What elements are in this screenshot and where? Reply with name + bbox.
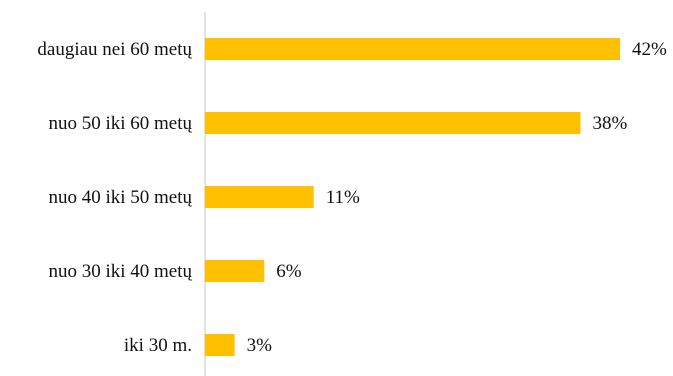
bar-1 (205, 112, 581, 134)
data-label-3: 6% (276, 261, 302, 282)
category-label-1: nuo 50 iki 60 metų (48, 113, 192, 134)
category-label-0: daugiau nei 60 metų (37, 39, 192, 60)
data-label-1: 38% (592, 113, 627, 134)
category-labels: daugiau nei 60 metų nuo 50 iki 60 metų nuo… (37, 39, 192, 356)
bar-series (205, 38, 620, 356)
category-label-4: iki 30 m. (124, 335, 192, 356)
category-label-3: nuo 30 iki 40 metų (48, 261, 192, 282)
category-label-2: nuo 40 iki 50 metų (48, 187, 192, 208)
bar-3 (205, 260, 265, 282)
bar-4 (205, 334, 235, 356)
data-label-2: 11% (326, 187, 360, 208)
bar-2 (205, 186, 314, 208)
data-label-4: 3% (247, 335, 273, 356)
data-labels: 42% 38% 11% 6% 3% (247, 39, 667, 356)
bar-0 (205, 38, 620, 60)
data-label-0: 42% (632, 39, 667, 60)
